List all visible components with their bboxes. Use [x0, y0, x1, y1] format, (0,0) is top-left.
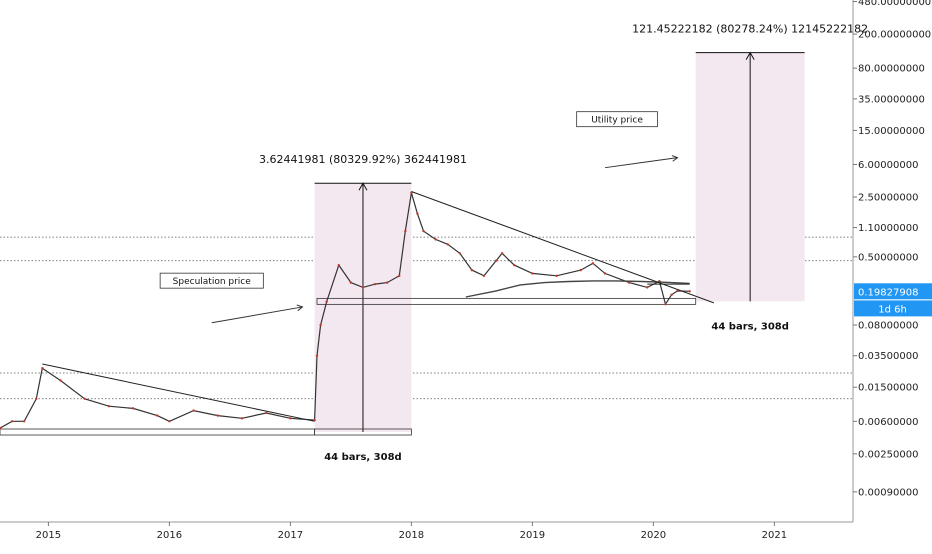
price-point	[513, 263, 516, 267]
y-tick-label: 1.10000000	[858, 223, 918, 234]
price-point	[361, 286, 365, 289]
price-point	[670, 293, 673, 297]
price-point	[385, 281, 389, 284]
price-point	[337, 263, 340, 267]
x-tick-label: 2020	[641, 530, 666, 541]
price-point	[422, 229, 425, 233]
price-point	[192, 409, 195, 412]
range-base-rail	[316, 297, 697, 305]
price-point	[555, 274, 558, 278]
price-point	[676, 289, 679, 293]
price-point	[168, 420, 171, 423]
price-point	[494, 259, 498, 262]
range-label: 3.62441981 (80329.92%) 362441981	[259, 153, 467, 166]
price-point	[434, 238, 437, 241]
price-point	[289, 417, 292, 420]
x-tick-label: 2018	[399, 530, 424, 541]
timeframe-label: 1d 6h	[878, 304, 907, 315]
y-tick-label: 0.00600000	[858, 417, 918, 428]
arrow-line	[604, 157, 678, 169]
price-point	[446, 243, 449, 246]
price-point	[579, 268, 582, 272]
y-tick-label: 6.00000000	[858, 160, 918, 171]
price-point	[404, 229, 407, 233]
x-tick-label: 2021	[762, 530, 787, 541]
moving-average-line	[465, 280, 690, 298]
y-tick-label: 35.00000000	[858, 94, 925, 105]
price-point	[22, 420, 26, 423]
price-point	[416, 212, 419, 215]
timeframe-badge	[854, 300, 932, 317]
current-price-label: 0.19827908	[858, 287, 918, 298]
price-point	[470, 268, 474, 272]
y-tick-label: 0.01500000	[858, 383, 918, 394]
price-point	[41, 367, 44, 370]
trendline	[411, 191, 715, 304]
y-tick-label: 15.00000000	[858, 126, 925, 137]
price-point	[156, 414, 159, 417]
price-point	[591, 262, 595, 265]
price-point	[35, 397, 38, 400]
y-tick-label: 0.08000000	[858, 320, 918, 331]
price-point	[319, 323, 322, 327]
price-point	[349, 281, 353, 284]
annotation-box	[159, 272, 264, 289]
price-point	[10, 420, 14, 423]
price-point	[325, 300, 328, 303]
price-point	[240, 417, 244, 420]
arrow-head	[296, 304, 304, 312]
price-point	[264, 411, 268, 415]
x-tick-label: 2016	[157, 530, 182, 541]
y-tick-label: 480.00000000	[858, 0, 931, 8]
price-point	[315, 354, 319, 357]
price-point	[603, 272, 607, 275]
arrow-line	[211, 306, 303, 324]
y-tick-label: 0.50000000	[858, 252, 918, 263]
x-tick-label: 2015	[36, 530, 61, 541]
arrow-head	[671, 155, 679, 162]
price-point	[646, 286, 649, 289]
range-bars-label: 44 bars, 308d	[711, 321, 789, 332]
price-point	[482, 274, 486, 278]
annotation-label: Speculation price	[173, 277, 252, 287]
price-point	[531, 272, 534, 275]
annotation-box	[576, 111, 658, 128]
price-point	[107, 405, 111, 408]
y-tick-label: 0.03500000	[858, 351, 918, 362]
range-label: 121.45222182 (80278.24%) 12145222182	[632, 23, 868, 36]
range-bars-label: 44 bars, 308d	[324, 452, 402, 463]
price-point	[500, 252, 504, 255]
x-tick-label: 2019	[520, 530, 545, 541]
price-point	[458, 252, 461, 255]
y-tick-label: 80.00000000	[858, 64, 925, 75]
price-point	[216, 414, 219, 417]
range-base-rail	[0, 428, 315, 436]
x-tick-label: 2017	[278, 530, 303, 541]
y-tick-label: 2.50000000	[858, 193, 918, 204]
current-price-badge	[854, 283, 932, 300]
price-point	[83, 397, 86, 400]
annotation-label: Utility price	[591, 116, 643, 126]
price-point	[0, 426, 2, 430]
range-base-rail	[314, 428, 412, 436]
price-point	[373, 282, 377, 286]
price-series-line	[0, 192, 690, 429]
price-point	[627, 281, 631, 284]
price-point	[398, 274, 401, 278]
y-tick-label: 0.00250000	[858, 449, 918, 460]
y-tick-label: 0.00090000	[858, 487, 918, 498]
trendline	[42, 363, 315, 422]
price-point	[59, 379, 62, 382]
price-point	[664, 302, 667, 306]
price-point	[131, 407, 135, 410]
price-point	[688, 290, 691, 293]
y-tick-label: 200.00000000	[858, 30, 931, 41]
